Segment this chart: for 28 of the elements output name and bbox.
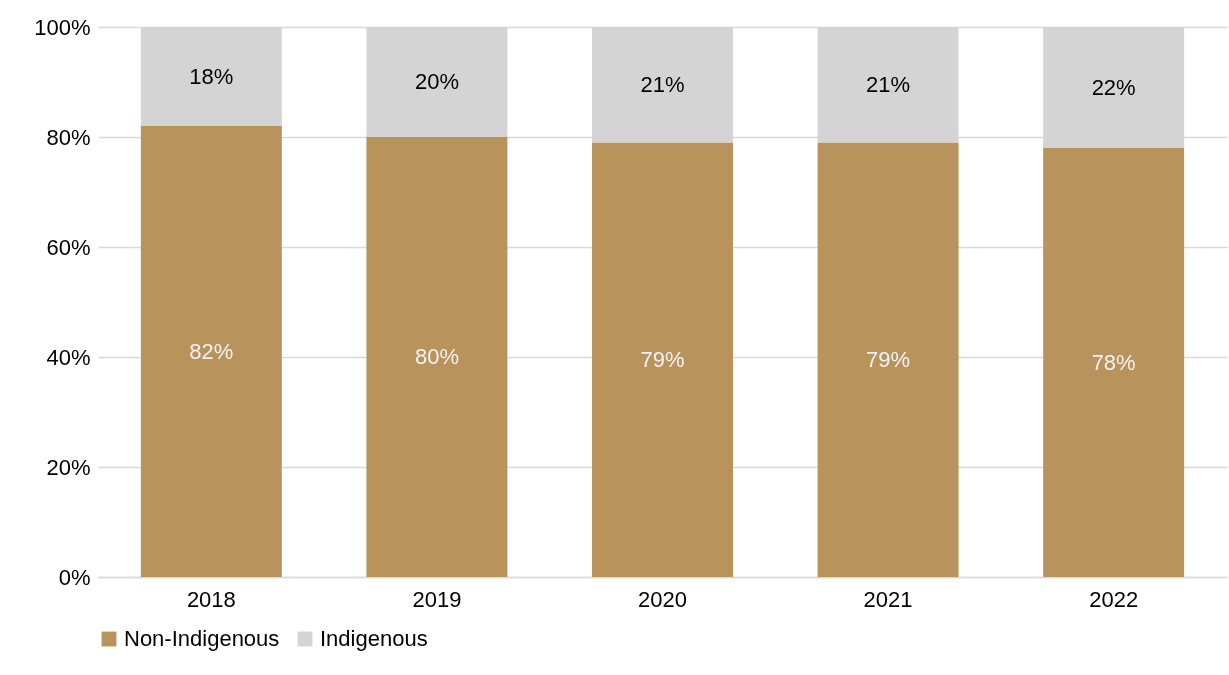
data-label: 79%: [866, 346, 911, 372]
bar: [1043, 148, 1185, 577]
y-tick-label: 40%: [46, 344, 91, 370]
x-tick-label: 2020: [638, 586, 687, 612]
y-tick-label: 100%: [34, 14, 91, 40]
bar: [817, 142, 959, 577]
bar: [592, 142, 733, 577]
data-label: 18%: [189, 63, 234, 89]
bar: [366, 137, 508, 577]
data-label: 82%: [189, 338, 234, 364]
data-label: 22%: [1091, 74, 1136, 100]
data-label: 20%: [414, 69, 459, 94]
legend-label: Indigenous: [320, 626, 428, 651]
data-label: 80%: [414, 344, 459, 369]
x-tick-label: 2022: [1089, 586, 1139, 612]
y-tick-label: 20%: [46, 454, 91, 480]
y-tick-label: 60%: [46, 234, 91, 260]
bar: [140, 126, 282, 577]
x-tick-label: 2019: [412, 586, 462, 612]
y-tick-label: 80%: [46, 124, 91, 150]
data-label: 78%: [1091, 349, 1136, 375]
data-label: 21%: [640, 71, 685, 97]
y-tick-label: 0%: [58, 564, 91, 590]
x-tick-label: 2021: [863, 586, 913, 612]
data-label: 21%: [866, 71, 911, 97]
legend-label: Non-Indigenous: [124, 626, 280, 651]
x-tick-label: 2018: [186, 586, 236, 612]
data-label: 79%: [640, 346, 685, 372]
